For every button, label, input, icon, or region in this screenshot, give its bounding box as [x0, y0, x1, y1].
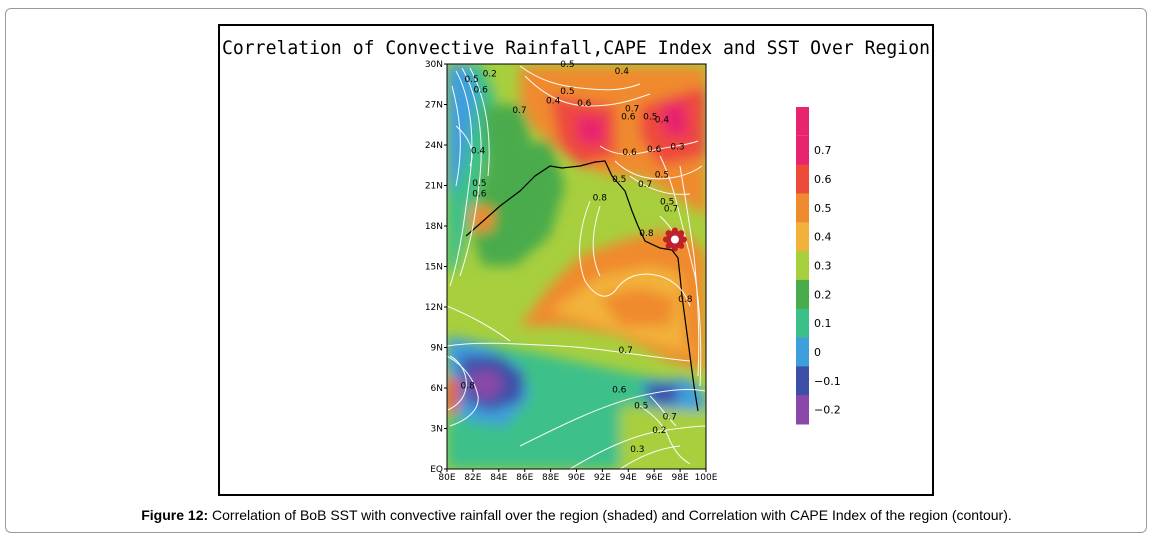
contour-label: 0.6: [612, 385, 627, 395]
contour-label: 0.5: [464, 75, 478, 85]
y-tick-label: EQ: [430, 465, 443, 475]
colorbar-swatch: [796, 193, 809, 223]
figure-panel: Correlation of Convective Rainfall,CAPE …: [218, 24, 934, 496]
contour-label: 0.6: [472, 190, 487, 200]
shaded-field: [447, 64, 706, 469]
colorbar-label: −0.1: [814, 375, 841, 388]
contour-label: 0.6: [474, 86, 489, 96]
contour-label: 0.5: [660, 198, 674, 208]
contour-labels: 0.50.20.50.60.40.40.50.60.7 0.70.6 0.50.40…: [461, 60, 693, 455]
contour-label: 0.8: [639, 229, 654, 239]
contour-label: 0.5: [634, 402, 648, 412]
x-tick-label: 94E: [620, 473, 637, 483]
cape-contours: [447, 65, 706, 469]
y-tick-label: 6N: [431, 384, 443, 394]
colorbar-label: 0: [814, 346, 821, 359]
contour-label: 0.8: [678, 295, 693, 305]
x-tick-label: 80E: [438, 473, 455, 483]
contour-label: 0.2: [483, 69, 497, 79]
contour-label: 0.5: [643, 113, 657, 123]
contour-label: 0.4: [615, 67, 630, 77]
contour-label: 0.5: [655, 171, 669, 181]
y-tick-label: 24N: [425, 141, 443, 151]
colorbar-swatch: [796, 308, 809, 339]
colorbar-label: 0.6: [814, 173, 832, 186]
y-tick-label: 12N: [425, 303, 443, 313]
x-tick-label: 96E: [646, 473, 663, 483]
y-tick-label: 27N: [425, 101, 443, 111]
contour-label: 0.5: [612, 175, 626, 185]
x-tick-label: 82E: [464, 473, 481, 483]
colorbar-label: 0.7: [814, 144, 832, 157]
contour-label: 0.7: [664, 204, 678, 214]
x-tick-label: 90E: [568, 473, 585, 483]
coastline: [465, 160, 699, 412]
contour-label: 0.3: [630, 445, 644, 455]
chart-title: Correlation of Convective Rainfall,CAPE …: [222, 37, 930, 59]
colorbar-swatch: [796, 395, 809, 425]
colorbar-swatch: [796, 251, 809, 281]
x-tick-label: 88E: [542, 473, 559, 483]
contour-label: 0.3: [670, 142, 684, 152]
contour-label: 0.5: [472, 179, 486, 189]
caption-text: Correlation of BoB SST with convective r…: [208, 507, 1012, 523]
map-axes: 80E 82E 84E 86E 88E 90E 92E 94E 96E 98E 100E EQ 3N 6N…: [425, 60, 718, 483]
contour-label: 0.7: [619, 346, 633, 356]
x-tick-label: 98E: [672, 473, 689, 483]
colorbar-swatch: [796, 107, 809, 136]
y-tick-label: 21N: [425, 182, 443, 192]
colorbar-swatch: [796, 135, 809, 166]
contour-label: 0.6: [647, 145, 662, 155]
colorbar-swatch: [796, 366, 809, 396]
contour-label: 0.6: [621, 113, 636, 123]
colorbar-label: 0.4: [814, 231, 832, 244]
x-tick-label: 100E: [695, 473, 718, 483]
caption-label: Figure 12:: [141, 507, 209, 523]
contour-label: 0.6: [622, 148, 637, 158]
colorbar-label: 0.3: [814, 260, 832, 273]
y-tick-label: 9N: [431, 344, 443, 354]
figure-caption: Figure 12: Correlation of BoB SST with c…: [0, 507, 1153, 523]
contour-label: 0.8: [593, 194, 608, 204]
contour-label: 0.5: [560, 87, 574, 97]
contour-label: 0.7: [638, 180, 652, 190]
colorbar-label: −0.2: [814, 404, 841, 417]
colorbar-swatch: [796, 164, 809, 194]
y-tick-label: 30N: [425, 60, 443, 70]
colorbar-label: 0.5: [814, 202, 832, 215]
contour-label: 0.2: [652, 426, 666, 436]
contour-label: 0.7: [512, 106, 526, 116]
x-tick-label: 86E: [516, 473, 533, 483]
location-marker: [662, 227, 687, 252]
contour-label: 0.8: [461, 381, 476, 391]
contour-label: 0.6: [577, 99, 592, 109]
x-tick-label: 84E: [490, 473, 507, 483]
colorbar-label: 0.1: [814, 317, 832, 330]
colorbar-swatch: [796, 337, 809, 367]
colorbar-swatch: [796, 222, 809, 252]
correlation-map-chart: Correlation of Convective Rainfall,CAPE …: [222, 37, 930, 483]
colorbar: 0.7 0.6 0.5 0.4 0.3 0.2 0.1 0 −0.1 −0.2: [796, 107, 841, 425]
contour-label: 0.4: [471, 146, 486, 156]
contour-label: 0.7: [663, 412, 677, 422]
contour-label: 0.7: [625, 105, 639, 115]
y-tick-label: 18N: [425, 222, 443, 232]
colorbar-swatch: [796, 279, 809, 310]
y-tick-label: 15N: [425, 263, 443, 273]
colorbar-label: 0.2: [814, 288, 832, 301]
x-tick-label: 92E: [594, 473, 611, 483]
contour-label: 0.4: [546, 96, 561, 106]
contour-label: 0.5: [560, 60, 574, 70]
contour-label: 0.4: [655, 115, 670, 125]
y-tick-label: 3N: [431, 425, 443, 435]
